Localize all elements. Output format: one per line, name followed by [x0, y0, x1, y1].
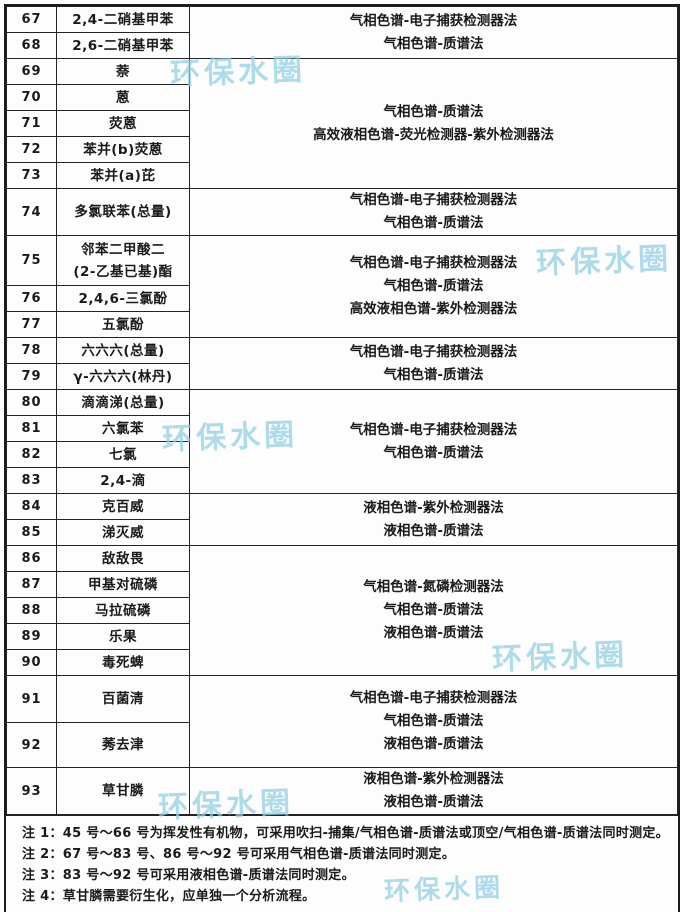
- table-row: 73 苯并(a)芘: [6, 162, 678, 189]
- substance-number: 80: [6, 389, 57, 416]
- table-row: 93 草甘膦 液相色谱-紫外检测器法 液相色谱-质谱法: [6, 767, 678, 815]
- substance-number: 85: [6, 519, 57, 546]
- substance-number: 69: [6, 58, 57, 85]
- method-cell: 气相色谱-氮磷检测器法 气相色谱-质谱法 液相色谱-质谱法: [189, 545, 678, 676]
- substance-name: 滴滴涕(总量): [56, 389, 190, 416]
- method-cell: 气相色谱-电子捕获检测器法 气相色谱-质谱法 高效液相色谱-紫外检测器法: [189, 235, 678, 338]
- substance-name: 马拉硫磷: [56, 597, 190, 624]
- table-row: 68 2,6-二硝基甲苯: [6, 32, 678, 59]
- method-cell: 气相色谱-电子捕获检测器法 气相色谱-质谱法: [189, 188, 678, 236]
- table-row: 80 滴滴涕(总量) 气相色谱-电子捕获检测器法 气相色谱-质谱法: [6, 389, 678, 494]
- method-cell: 气相色谱-电子捕获检测器法 气相色谱-质谱法: [189, 389, 678, 494]
- substance-number: 92: [6, 722, 57, 768]
- substance-number: 86: [6, 545, 57, 572]
- substance-number: 67: [6, 6, 57, 33]
- table-row: 89 乐果: [6, 623, 678, 650]
- substance-name: 五氯酚: [56, 311, 190, 338]
- substance-name: 多氯联苯(总量): [56, 188, 190, 236]
- substance-number: 71: [6, 110, 57, 137]
- substance-name: 六六六(总量): [56, 337, 190, 364]
- substance-table-body: 67 2,4-二硝基甲苯 气相色谱-电子捕获检测器法 气相色谱-质谱法 68 2,6-二硝…: [6, 6, 678, 815]
- substance-name: 2,4,6-三氯酚: [56, 285, 190, 312]
- substance-name: 苯并(a)芘: [56, 162, 190, 189]
- table-row: 77 五氯酚: [6, 311, 678, 338]
- substance-number: 87: [6, 571, 57, 598]
- substance-name: 甲基对硫磷: [56, 571, 190, 598]
- method-cell: 液相色谱-紫外检测器法 液相色谱-质谱法: [189, 767, 678, 815]
- note-line-4: 注 4：草甘膦需要衍生化，应单独一个分析流程。: [22, 889, 316, 904]
- substance-number: 77: [6, 311, 57, 338]
- substance-name: 乐果: [56, 623, 190, 650]
- table-row: 75 邻苯二甲酸二 (2-乙基已基)酯 气相色谱-电子捕获检测器法 气相色谱-质谱法 高效…: [6, 235, 678, 338]
- substance-number: 68: [6, 32, 57, 59]
- substance-number: 91: [6, 675, 57, 723]
- substance-method-table: 67 2,4-二硝基甲苯 气相色谱-电子捕获检测器法 气相色谱-质谱法 68 2,6-二硝…: [6, 6, 678, 815]
- substance-name: 敌敌畏: [56, 545, 190, 572]
- note-line-2: 注 2：67 号～83 号、86 号～92 号可采用气相色谱-质谱法同时测定。: [22, 847, 456, 862]
- substance-number: 74: [6, 188, 57, 236]
- substance-number: 78: [6, 337, 57, 364]
- table-row: 79 γ-六六六(林丹): [6, 363, 678, 390]
- substance-name: 毒死蜱: [56, 649, 190, 676]
- substance-number: 75: [6, 235, 57, 286]
- table-row: 74 多氯联苯(总量) 气相色谱-电子捕获检测器法 气相色谱-质谱法: [6, 188, 678, 236]
- substance-name: 蒽: [56, 84, 190, 111]
- substance-number: 79: [6, 363, 57, 390]
- substance-number: 93: [6, 767, 57, 815]
- standard-table-sheet: 67 2,4-二硝基甲苯 气相色谱-电子捕获检测器法 气相色谱-质谱法 68 2,6-二硝…: [4, 4, 680, 912]
- method-cell: 气相色谱-电子捕获检测器法 气相色谱-质谱法 液相色谱-质谱法: [189, 675, 678, 768]
- note-line-1: 注 1：45 号～66 号为挥发性有机物，可采用吹扫-捕集/气相色谱-质谱法或顶…: [22, 826, 669, 841]
- substance-name: γ-六六六(林丹): [56, 363, 190, 390]
- substance-number: 88: [6, 597, 57, 624]
- method-cell: 气相色谱-质谱法 高效液相色谱-荧光检测器-紫外检测器法: [189, 58, 678, 189]
- table-row: 92 莠去津: [6, 722, 678, 768]
- substance-number: 76: [6, 285, 57, 312]
- substance-name: 六氯苯: [56, 415, 190, 442]
- substance-number: 90: [6, 649, 57, 676]
- substance-name: 克百威: [56, 493, 190, 520]
- substance-name: 七氯: [56, 441, 190, 468]
- substance-number: 72: [6, 136, 57, 163]
- substance-name: 荧蒽: [56, 110, 190, 137]
- substance-number: 81: [6, 415, 57, 442]
- substance-name: 萘: [56, 58, 190, 85]
- method-cell: 气相色谱-电子捕获检测器法 气相色谱-质谱法: [189, 337, 678, 390]
- table-row: 82 七氯: [6, 441, 678, 468]
- substance-name: 百菌清: [56, 675, 190, 723]
- substance-name: 2,4-滴: [56, 467, 190, 494]
- substance-name: 草甘膦: [56, 767, 190, 815]
- table-row: 84 克百威 液相色谱-紫外检测器法 液相色谱-质谱法: [6, 493, 678, 546]
- table-row: 86 敌敌畏 气相色谱-氮磷检测器法 气相色谱-质谱法 液相色谱-质谱法: [6, 545, 678, 676]
- substance-name: 2,4-二硝基甲苯: [56, 6, 190, 33]
- table-row: 71 荧蒽: [6, 110, 678, 137]
- substance-number: 89: [6, 623, 57, 650]
- substance-number: 73: [6, 162, 57, 189]
- method-cell: 液相色谱-紫外检测器法 液相色谱-质谱法: [189, 493, 678, 546]
- note-line-3: 注 3：83 号～92 号可采用液相色谱-质谱法同时测定。: [22, 868, 355, 883]
- table-row: 90 毒死蜱: [6, 649, 678, 676]
- table-row: 91 百菌清 气相色谱-电子捕获检测器法 气相色谱-质谱法 液相色谱-质谱法: [6, 675, 678, 768]
- table-row: 67 2,4-二硝基甲苯 气相色谱-电子捕获检测器法 气相色谱-质谱法: [6, 6, 678, 59]
- substance-name: 邻苯二甲酸二 (2-乙基已基)酯: [56, 235, 190, 286]
- substance-number: 83: [6, 467, 57, 494]
- method-cell: 气相色谱-电子捕获检测器法 气相色谱-质谱法: [189, 6, 678, 59]
- substance-name: 2,6-二硝基甲苯: [56, 32, 190, 59]
- notes-section: 注 1：45 号～66 号为挥发性有机物，可采用吹扫-捕集/气相色谱-质谱法或顶…: [6, 815, 678, 912]
- table-row: 85 涕灭威: [6, 519, 678, 546]
- table-row: 76 2,4,6-三氯酚: [6, 285, 678, 312]
- substance-number: 70: [6, 84, 57, 111]
- substance-number: 82: [6, 441, 57, 468]
- substance-name: 苯并(b)荧蒽: [56, 136, 190, 163]
- table-row: 78 六六六(总量) 气相色谱-电子捕获检测器法 气相色谱-质谱法: [6, 337, 678, 390]
- table-row: 70 蒽: [6, 84, 678, 111]
- table-row: 72 苯并(b)荧蒽: [6, 136, 678, 163]
- table-row: 88 马拉硫磷: [6, 597, 678, 624]
- substance-name: 莠去津: [56, 722, 190, 768]
- substance-name: 涕灭威: [56, 519, 190, 546]
- table-row: 87 甲基对硫磷: [6, 571, 678, 598]
- table-row: 69 萘气相色谱-质谱法 高效液相色谱-荧光检测器-紫外检测器法: [6, 58, 678, 189]
- substance-number: 84: [6, 493, 57, 520]
